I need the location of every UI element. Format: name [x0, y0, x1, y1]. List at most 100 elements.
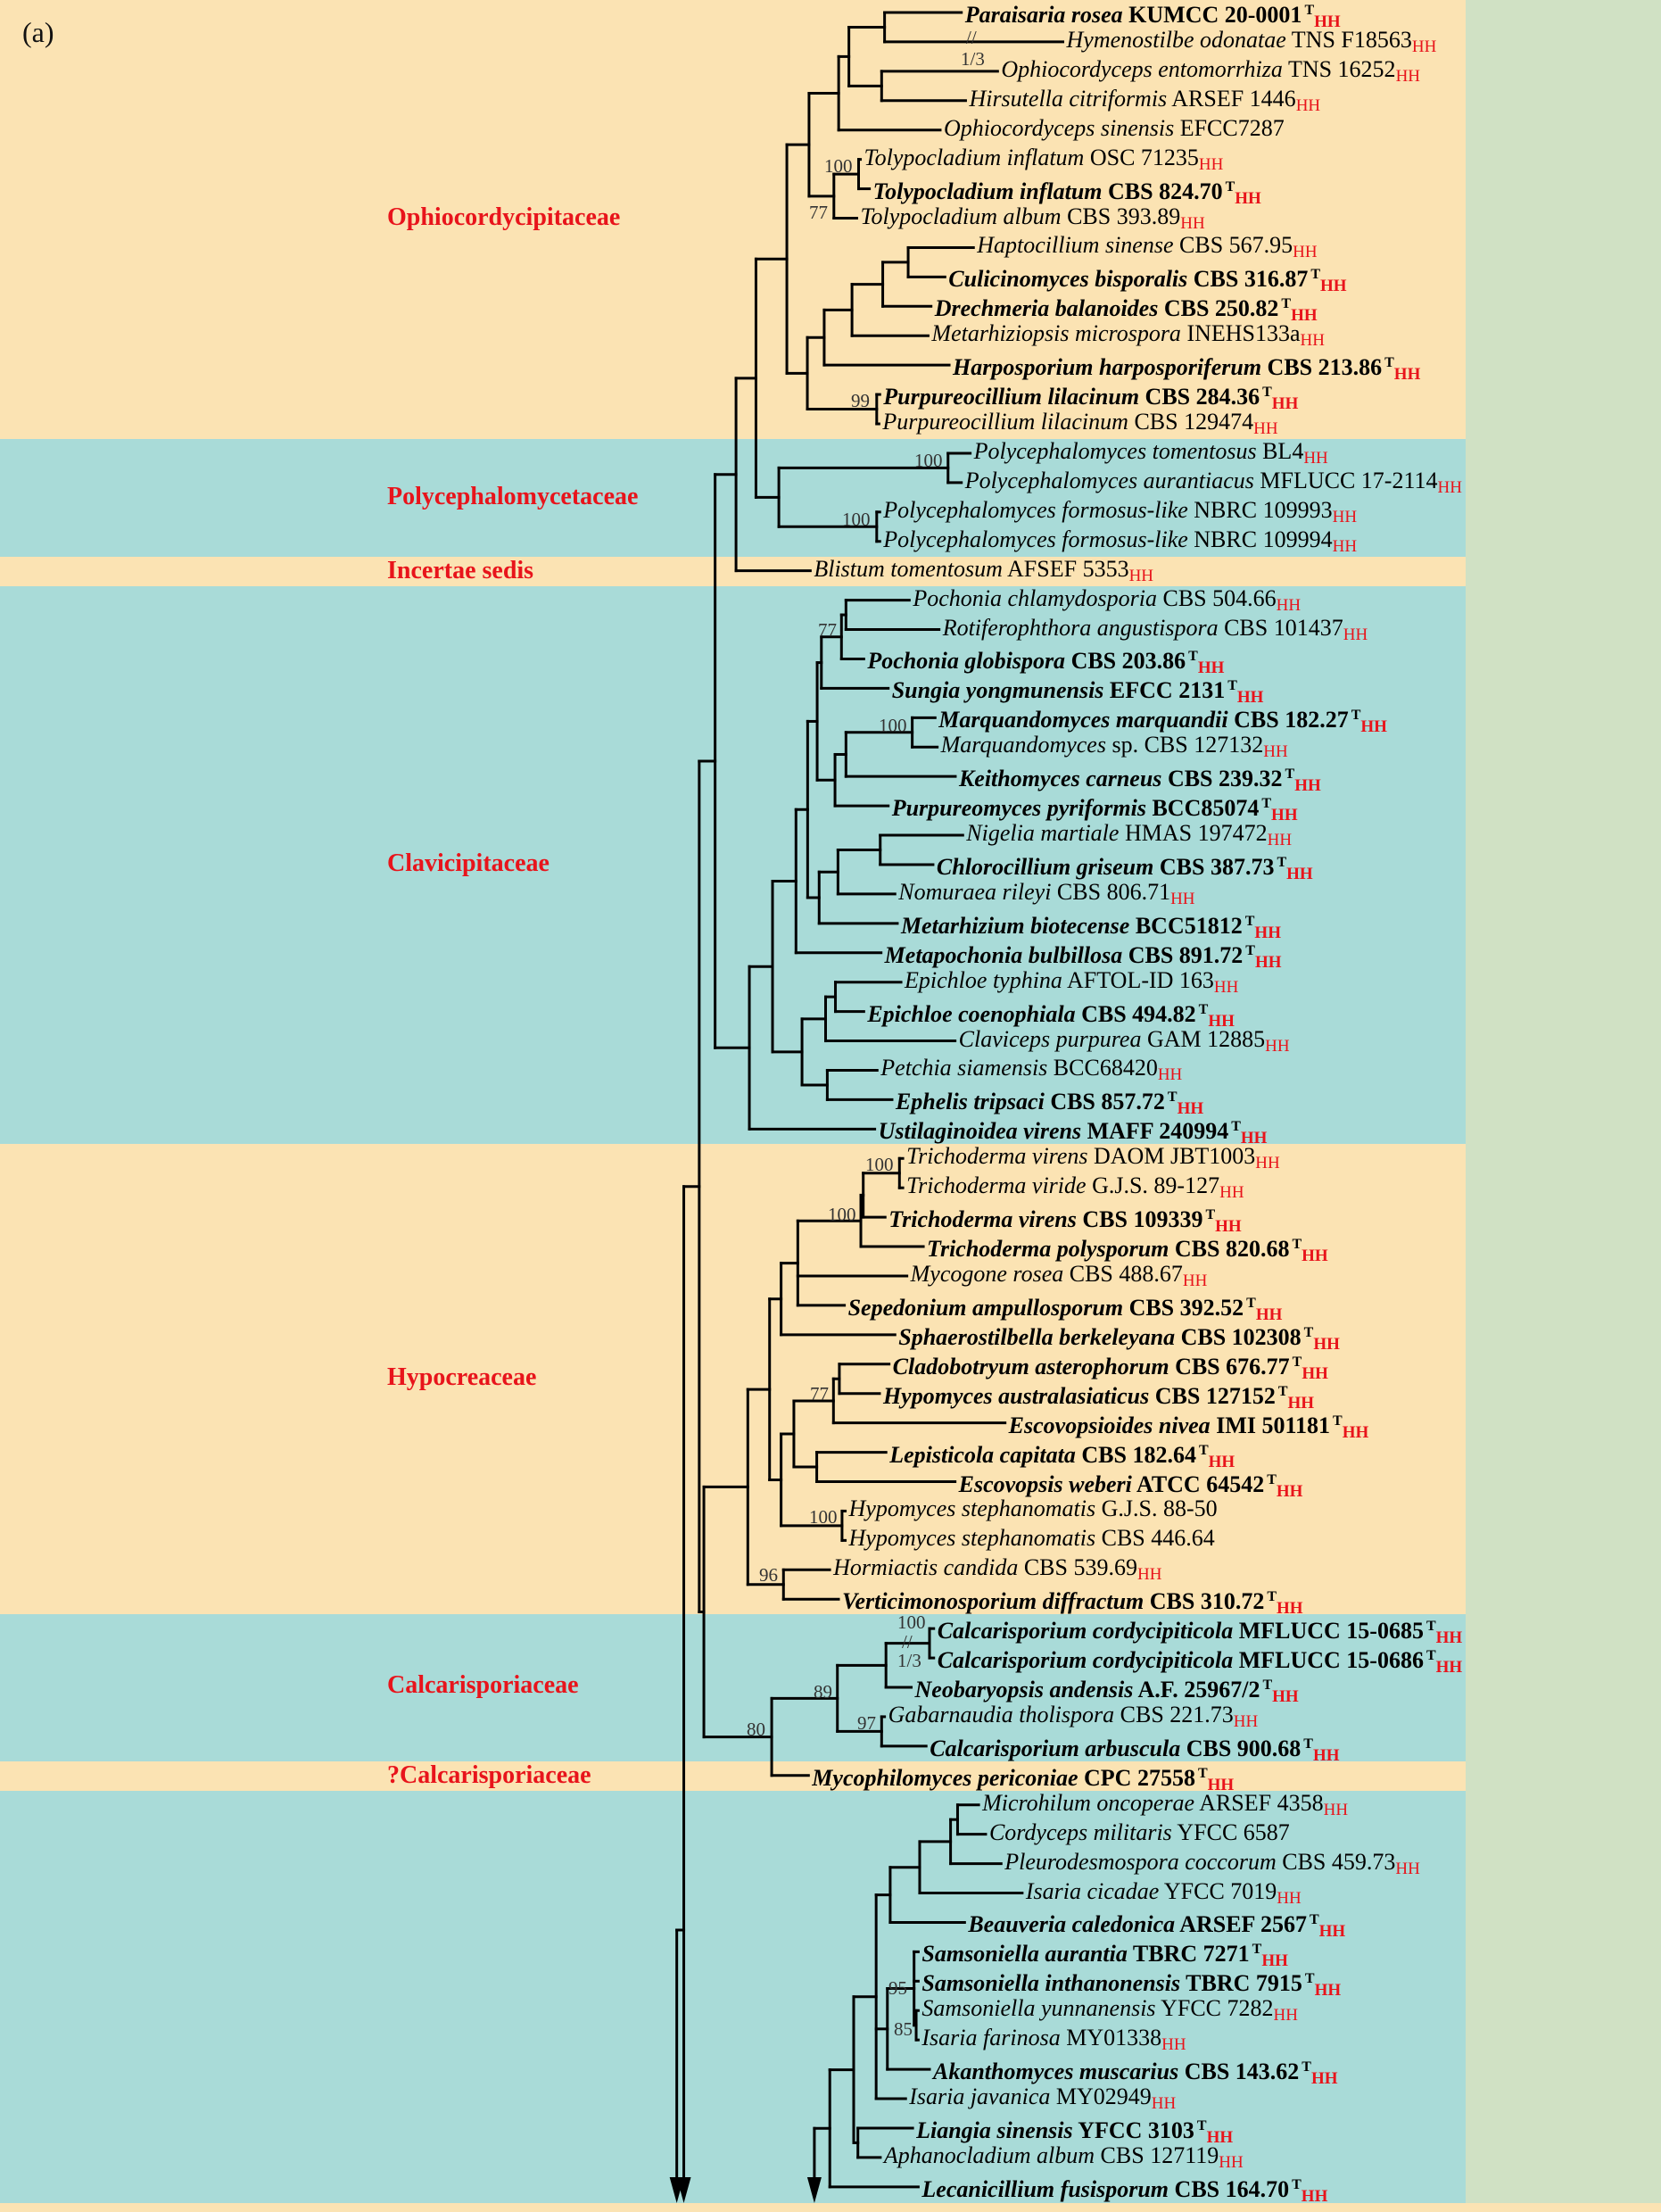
hh-marker: HH [1310, 2069, 1338, 2089]
strain-id: MFLUCC 15-0685 [1238, 1618, 1424, 1645]
support-value: 100 [842, 509, 871, 530]
species-name: Hypomyces stephanomatis [848, 1495, 1096, 1522]
strain-id: YFCC 7282 [1161, 1995, 1274, 2022]
taxon-label: Polycephalomyces tomentosus BL4HH [974, 436, 1328, 474]
hh-marker: HH [1302, 1247, 1328, 1266]
type-marker: T [1261, 796, 1272, 812]
strain-id: BCC68420 [1053, 1055, 1158, 1081]
strain-id: CBS 127119 [1100, 2142, 1219, 2168]
strain-id: CBS 393.89 [1067, 203, 1181, 229]
hh-marker: HH [1254, 952, 1282, 972]
type-marker: T [1198, 1442, 1209, 1458]
type-marker: T [1351, 708, 1361, 724]
strain-id: G.J.S. 88-50 [1101, 1495, 1218, 1522]
strain-id: CBS 459.73 [1282, 1848, 1396, 1875]
hh-marker: HH [1437, 477, 1462, 497]
hh-marker: HH [1314, 12, 1341, 31]
species-name: Trichoderma viride [906, 1172, 1087, 1199]
arrow-down-icon [806, 2177, 822, 2203]
strain-id: HMAS 197472 [1124, 820, 1268, 847]
type-marker: T [1188, 649, 1198, 665]
taxon-label: Metarhizium biotecense BCC51812 THH [901, 907, 1281, 949]
taxon-label: Chlorocillium griseum CBS 387.73 THH [937, 848, 1313, 890]
branch-break-mark: // [902, 1631, 913, 1653]
strain-id: CBS 221.73 [1120, 1701, 1234, 1727]
hh-marker: HH [1267, 831, 1293, 850]
species-name: Mycophilomyces periconiae [812, 1764, 1078, 1791]
taxon-label: Liangia sinensis YFCC 3103 THH [916, 2111, 1233, 2153]
hh-marker: HH [1301, 2186, 1328, 2206]
strain-id: CBS 164.70 [1174, 2175, 1290, 2202]
taxon-label: Sepedonium ampullosporum CBS 392.52 THH [848, 1288, 1283, 1330]
species-name: Samsoniella inthanonensis [921, 1970, 1181, 1997]
strain-id: CBS 102308 [1180, 1323, 1302, 1350]
type-marker: T [1252, 1942, 1262, 1958]
taxon-label: Cordyceps militaris YFCC 6587 [989, 1818, 1290, 1848]
strain-id: BL4 [1262, 437, 1304, 464]
strain-id: CBS 392.52 [1128, 1294, 1244, 1321]
strain-id: CBS 129474 [1134, 409, 1254, 435]
species-name: Akanthomyces muscarius [932, 2059, 1179, 2085]
hh-marker: HH [1323, 1800, 1349, 1819]
support-value: 95 [888, 1977, 907, 1999]
hh-marker: HH [1197, 659, 1225, 678]
support-value: 80 [747, 1719, 765, 1740]
hh-marker: HH [1233, 1711, 1259, 1731]
species-name: Isaria farinosa [921, 2025, 1061, 2051]
strain-id: A.F. 25967/2 [1137, 1677, 1260, 1702]
species-name: Lepisticola capitata [889, 1441, 1076, 1468]
species-name: Ophiocordyceps sinensis [943, 114, 1175, 141]
taxon-label: Calcarisporium cordycipiticola MFLUCC 15… [938, 1611, 1463, 1653]
strain-id: AFSEF 5353 [1007, 555, 1129, 582]
type-marker: T [1304, 1971, 1315, 1987]
species-name: Beauveria caledonica [968, 1911, 1176, 1938]
species-name: Neobaryopsis andensis [914, 1677, 1134, 1702]
type-marker: T [1198, 1001, 1209, 1017]
taxon-label: Ustilaginoidea virens MAFF 240994 THH [879, 1112, 1268, 1154]
hh-marker: HH [1300, 331, 1325, 351]
taxon-label: Escovopsis weberi ATCC 64542 THH [959, 1465, 1303, 1507]
species-name: Metarhizium biotecense [900, 912, 1130, 939]
strain-id: DAOM JBT1003 [1094, 1143, 1256, 1170]
support-value: 100 [865, 1154, 894, 1175]
species-name: Trichoderma virens [888, 1206, 1077, 1233]
taxon-label: Calcarisporium arbuscula CBS 900.68 THH [930, 1729, 1339, 1771]
hh-marker: HH [1177, 1099, 1204, 1119]
taxon-label: Ophiocordyceps entomorrhiza TNS 16252HH [1001, 54, 1420, 92]
hh-marker: HH [1170, 889, 1195, 908]
taxon-label: Microhilum oncoperae ARSEF 4358HH [982, 1788, 1348, 1826]
hh-marker: HH [1411, 37, 1437, 56]
strain-id: CBS 250.82 [1163, 295, 1279, 322]
hh-marker: HH [1318, 1922, 1346, 1942]
taxon-label: Hypomyces australasiaticus CBS 127152 THH [883, 1377, 1314, 1419]
support-value: 100 [828, 1204, 856, 1225]
strain-id: CBS 891.72 [1128, 941, 1244, 968]
taxon-label: Aphanocladium album CBS 127119HH [884, 2141, 1244, 2178]
type-marker: T [1285, 766, 1295, 783]
strain-id: TNS F18563 [1291, 26, 1412, 53]
strain-id: CBS 143.62 [1184, 2059, 1300, 2085]
strain-id: CBS 182.27 [1234, 707, 1349, 733]
hh-marker: HH [1293, 243, 1318, 262]
hh-marker: HH [1303, 448, 1328, 468]
species-name: Metapochonia bulbillosa [884, 941, 1123, 968]
species-name: Sepedonium ampullosporum [847, 1294, 1124, 1321]
taxon-label: Culicinomyces bisporalis CBS 316.87 THH [948, 260, 1346, 302]
species-name: Cladobotryum asterophorum [892, 1353, 1169, 1379]
strain-id: CBS 109339 [1082, 1206, 1203, 1233]
taxon-label: Harposporium harposporiferum CBS 213.86 T… [953, 348, 1420, 390]
hh-marker: HH [1255, 1305, 1283, 1324]
hh-marker: HH [1219, 1183, 1244, 1203]
strain-id: AFTOL-ID 163 [1067, 966, 1214, 993]
taxon-label: Trichoderma virens CBS 109339 THH [888, 1200, 1241, 1242]
strain-id: YFCC 3103 [1078, 2117, 1194, 2143]
type-marker: T [1262, 385, 1272, 401]
type-marker: T [1244, 913, 1255, 929]
species-name: Hypomyces stephanomatis [848, 1525, 1096, 1552]
strain-id: CBS 820.68 [1174, 1236, 1290, 1263]
family-band [0, 557, 1466, 586]
hh-marker: HH [1295, 95, 1321, 115]
strain-id: CBS 127152 [1154, 1382, 1276, 1409]
strain-id: NBRC 109993 [1194, 496, 1333, 523]
species-name: Hormiactis candida [833, 1554, 1019, 1581]
